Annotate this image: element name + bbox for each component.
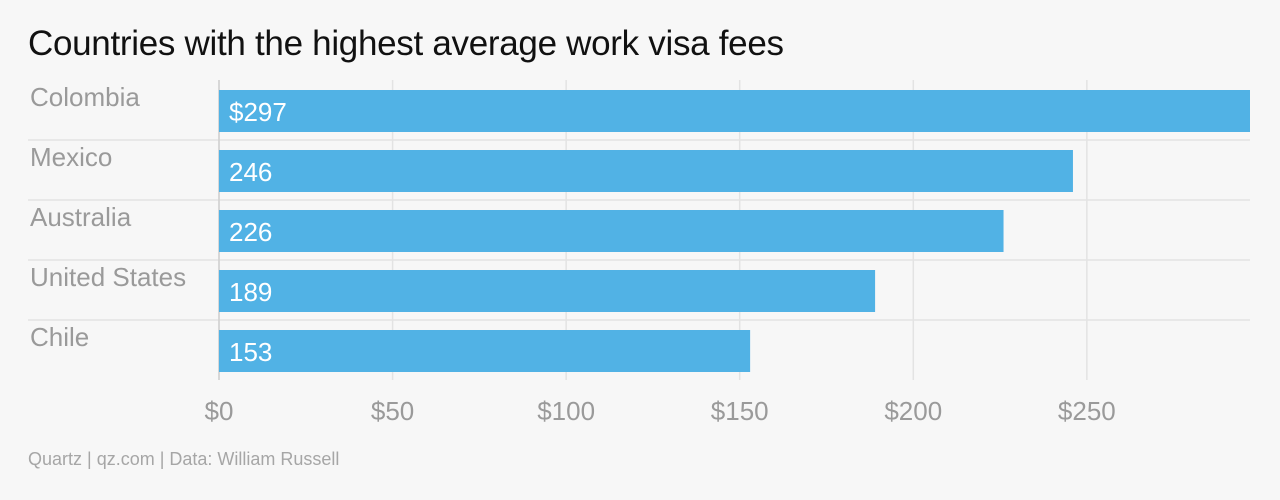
data-label: 226 <box>229 217 272 247</box>
x-tick-label: $100 <box>537 396 595 426</box>
category-label: Colombia <box>30 82 140 112</box>
category-label: Australia <box>30 202 132 232</box>
chart-title: Countries with the highest average work … <box>28 24 784 63</box>
data-label: 246 <box>229 157 272 187</box>
bar-united-states <box>219 270 876 312</box>
data-label: $297 <box>229 97 287 127</box>
data-label: 153 <box>229 337 272 367</box>
category-label: Chile <box>30 322 89 352</box>
labels: $0 $50 $100 $150 $200 $250 Colombia $297 Mexico 2… <box>30 82 1116 426</box>
category-label: United States <box>30 262 186 292</box>
x-tick-label: $0 <box>205 396 234 426</box>
x-tick-label: $150 <box>711 396 769 426</box>
bar-colombia <box>219 90 1250 132</box>
bars <box>219 90 1250 372</box>
category-label: Mexico <box>30 142 112 172</box>
x-tick-label: $200 <box>884 396 942 426</box>
bar-chile <box>219 330 751 372</box>
data-label: 189 <box>229 277 272 307</box>
x-tick-label: $50 <box>371 396 414 426</box>
bar-australia <box>219 210 1004 252</box>
x-tick-label: $250 <box>1058 396 1116 426</box>
bar-mexico <box>219 150 1073 192</box>
source-credit: Quartz | qz.com | Data: William Russell <box>28 449 340 469</box>
